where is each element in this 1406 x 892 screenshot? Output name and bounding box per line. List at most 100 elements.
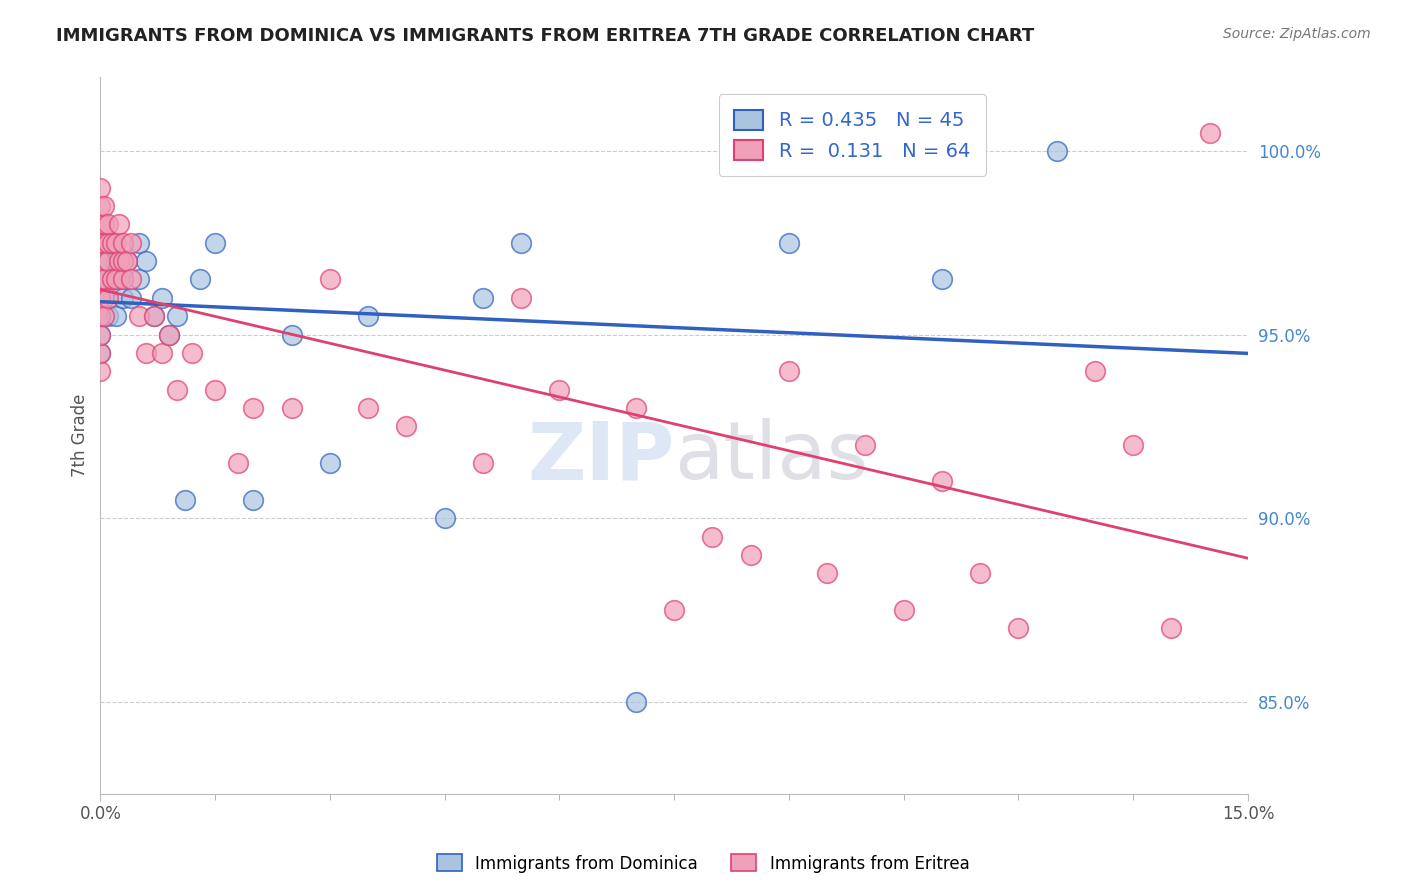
Point bbox=[150, 346, 173, 360]
Point bbox=[108, 218, 131, 232]
Point bbox=[931, 272, 953, 286]
Point bbox=[181, 346, 204, 360]
Point bbox=[112, 291, 135, 305]
Point bbox=[166, 309, 188, 323]
Point bbox=[120, 272, 142, 286]
Point bbox=[357, 401, 380, 415]
Point bbox=[97, 235, 120, 250]
Point bbox=[89, 199, 111, 213]
Point bbox=[89, 364, 111, 378]
Point bbox=[101, 235, 124, 250]
Point bbox=[969, 566, 991, 581]
Point bbox=[1084, 364, 1107, 378]
Point bbox=[242, 492, 264, 507]
Point bbox=[93, 235, 115, 250]
Point bbox=[662, 603, 685, 617]
Point bbox=[115, 254, 138, 268]
Text: atlas: atlas bbox=[673, 418, 869, 496]
Point bbox=[150, 291, 173, 305]
Point bbox=[157, 327, 180, 342]
Point bbox=[778, 364, 800, 378]
Point bbox=[624, 401, 647, 415]
Point bbox=[188, 272, 211, 286]
Point bbox=[115, 254, 138, 268]
Point bbox=[135, 254, 157, 268]
Point bbox=[157, 327, 180, 342]
Point bbox=[1122, 438, 1144, 452]
Point bbox=[97, 291, 120, 305]
Point bbox=[89, 346, 111, 360]
Point bbox=[280, 401, 302, 415]
Point bbox=[815, 566, 838, 581]
Point bbox=[97, 218, 120, 232]
Point bbox=[97, 235, 120, 250]
Point bbox=[101, 272, 124, 286]
Point bbox=[89, 309, 111, 323]
Point bbox=[1046, 144, 1069, 158]
Point bbox=[128, 235, 150, 250]
Point bbox=[319, 456, 342, 470]
Point bbox=[89, 254, 111, 268]
Point bbox=[135, 346, 157, 360]
Point bbox=[104, 272, 127, 286]
Point bbox=[319, 272, 342, 286]
Point bbox=[89, 218, 111, 232]
Point bbox=[93, 272, 115, 286]
Point bbox=[93, 199, 115, 213]
Point bbox=[1160, 621, 1182, 635]
Point bbox=[471, 456, 494, 470]
Point bbox=[89, 346, 111, 360]
Point bbox=[104, 254, 127, 268]
Point bbox=[204, 383, 226, 397]
Point bbox=[433, 511, 456, 525]
Point bbox=[510, 235, 533, 250]
Point bbox=[204, 235, 226, 250]
Point bbox=[471, 291, 494, 305]
Point bbox=[112, 272, 135, 286]
Point bbox=[93, 272, 115, 286]
Point bbox=[893, 603, 915, 617]
Point bbox=[173, 492, 195, 507]
Point bbox=[142, 309, 165, 323]
Point bbox=[89, 309, 111, 323]
Point bbox=[89, 327, 111, 342]
Point bbox=[120, 235, 142, 250]
Point bbox=[104, 309, 127, 323]
Point bbox=[702, 530, 724, 544]
Point bbox=[510, 291, 533, 305]
Point bbox=[142, 309, 165, 323]
Point bbox=[778, 235, 800, 250]
Point bbox=[855, 438, 877, 452]
Point bbox=[93, 218, 115, 232]
Point bbox=[1198, 126, 1220, 140]
Point bbox=[97, 254, 120, 268]
Point bbox=[120, 291, 142, 305]
Point bbox=[93, 254, 115, 268]
Text: Source: ZipAtlas.com: Source: ZipAtlas.com bbox=[1223, 27, 1371, 41]
Point bbox=[112, 235, 135, 250]
Point bbox=[89, 272, 111, 286]
Point bbox=[93, 309, 115, 323]
Point bbox=[166, 383, 188, 397]
Point bbox=[104, 235, 127, 250]
Point bbox=[108, 254, 131, 268]
Point bbox=[93, 291, 115, 305]
Point bbox=[93, 235, 115, 250]
Point bbox=[112, 254, 135, 268]
Point bbox=[97, 309, 120, 323]
Point bbox=[128, 309, 150, 323]
Point bbox=[624, 695, 647, 709]
Point bbox=[280, 327, 302, 342]
Point bbox=[89, 327, 111, 342]
Point bbox=[112, 254, 135, 268]
Point bbox=[740, 548, 762, 562]
Point bbox=[89, 218, 111, 232]
Point bbox=[89, 180, 111, 194]
Text: IMMIGRANTS FROM DOMINICA VS IMMIGRANTS FROM ERITREA 7TH GRADE CORRELATION CHART: IMMIGRANTS FROM DOMINICA VS IMMIGRANTS F… bbox=[56, 27, 1035, 45]
Point bbox=[89, 291, 111, 305]
Point bbox=[89, 291, 111, 305]
Point bbox=[97, 272, 120, 286]
Point bbox=[101, 235, 124, 250]
Point bbox=[89, 254, 111, 268]
Point bbox=[101, 272, 124, 286]
